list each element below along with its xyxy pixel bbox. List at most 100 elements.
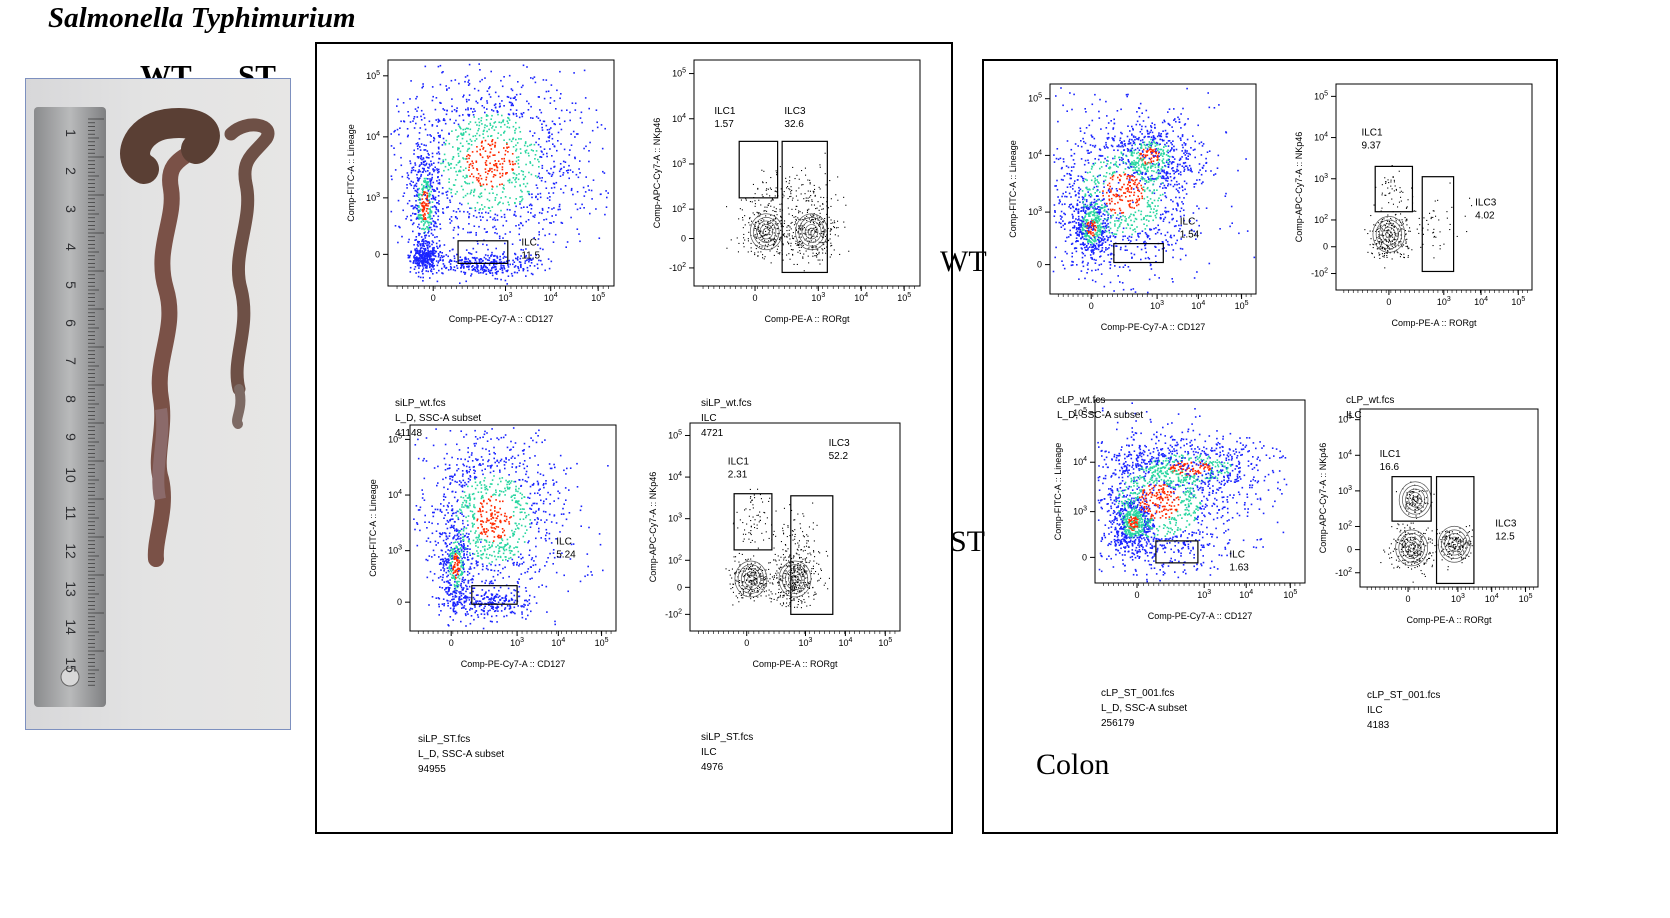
- event-dot: [464, 258, 466, 260]
- event-dot: [522, 183, 525, 185]
- event-dot: [453, 527, 455, 529]
- event-dot: [763, 583, 765, 585]
- event-dot: [452, 604, 454, 607]
- event-dot: [791, 589, 793, 591]
- event-dot: [761, 588, 763, 590]
- event-dot: [497, 111, 499, 113]
- event-dot: [831, 244, 833, 246]
- event-dot: [767, 221, 769, 223]
- event-dot: [545, 218, 548, 221]
- event-dot: [543, 148, 546, 150]
- event-dot: [436, 508, 439, 511]
- event-dot: [482, 598, 484, 600]
- event-dot: [511, 275, 514, 277]
- event-dot: [579, 580, 582, 583]
- event-dot: [423, 205, 425, 208]
- event-dot: [426, 261, 429, 263]
- event-dot: [495, 499, 497, 501]
- event-dot: [485, 114, 488, 116]
- event-dot: [816, 254, 818, 256]
- event-dot: [815, 239, 817, 241]
- event-dot: [433, 162, 435, 164]
- event-dot: [424, 160, 427, 162]
- event-dot: [422, 247, 425, 250]
- event-dot: [440, 569, 442, 571]
- event-dot: [576, 191, 579, 193]
- event-dot: [753, 575, 755, 577]
- event-dot: [758, 199, 760, 201]
- event-dot: [797, 241, 799, 243]
- event-dot: [486, 612, 489, 614]
- event-dot: [454, 596, 456, 598]
- event-dot: [474, 532, 476, 534]
- event-dot: [460, 559, 462, 562]
- event-dot: [437, 482, 439, 484]
- event-dot: [417, 271, 420, 274]
- x-tick-label: 0: [431, 293, 436, 303]
- event-dot: [456, 529, 458, 532]
- event-dot: [397, 98, 399, 101]
- event-dot: [595, 109, 598, 111]
- event-dot: [583, 195, 586, 197]
- event-dot: [483, 268, 486, 271]
- event-dot: [500, 197, 502, 199]
- event-dot: [435, 97, 438, 99]
- event-dot: [442, 495, 445, 498]
- event-dot: [438, 556, 440, 558]
- event-dot: [473, 602, 475, 604]
- event-dot: [456, 481, 458, 483]
- event-dot: [432, 579, 434, 582]
- event-dot: [494, 461, 496, 464]
- event-dot: [438, 153, 441, 155]
- event-dot: [468, 164, 471, 166]
- event-dot: [545, 534, 547, 537]
- event-dot: [779, 166, 781, 168]
- gate-name-ilc1: ILC1: [714, 106, 736, 117]
- event-dot: [545, 482, 547, 485]
- event-dot: [524, 599, 526, 602]
- event-dot: [468, 493, 471, 496]
- event-dot: [489, 216, 492, 218]
- event-dot: [419, 208, 422, 211]
- event-dot: [560, 188, 562, 190]
- event-dot: [526, 182, 529, 185]
- event-dot: [516, 546, 519, 549]
- event-dot: [500, 209, 502, 212]
- event-dot: [790, 193, 792, 195]
- event-dot: [731, 577, 733, 579]
- event-dot: [800, 193, 802, 195]
- event-dot: [819, 166, 821, 168]
- event-dot: [795, 229, 797, 231]
- event-dot: [524, 587, 527, 589]
- event-dot: [493, 523, 496, 525]
- event-dot: [535, 602, 538, 604]
- event-dot: [465, 600, 467, 603]
- event-dot: [773, 237, 775, 239]
- event-dot: [754, 254, 756, 256]
- event-dot: [461, 145, 464, 147]
- event-dot: [801, 184, 803, 186]
- event-dot: [479, 174, 482, 177]
- event-dot: [601, 147, 604, 150]
- event-dot: [433, 169, 436, 171]
- event-dot: [483, 531, 486, 533]
- event-dot: [418, 265, 420, 267]
- event-dot: [434, 508, 437, 511]
- event-dot: [732, 587, 734, 589]
- event-dot: [512, 535, 514, 537]
- event-dot: [417, 457, 420, 460]
- event-dot: [490, 254, 492, 257]
- event-dot: [796, 174, 798, 176]
- event-dot: [430, 211, 433, 214]
- event-dot: [539, 247, 542, 250]
- event-dot: [458, 160, 461, 162]
- event-dot: [492, 226, 494, 229]
- event-dot: [421, 167, 424, 170]
- event-dot: [830, 205, 832, 207]
- event-dot: [486, 125, 488, 127]
- event-dot: [532, 482, 535, 485]
- event-dot: [508, 101, 511, 104]
- event-dot: [465, 98, 468, 101]
- event-dot: [511, 463, 514, 465]
- event-dot: [517, 267, 520, 270]
